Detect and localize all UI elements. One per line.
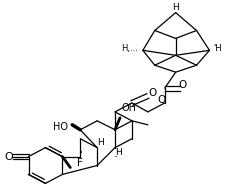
Text: 'H: 'H — [213, 44, 222, 53]
Text: F: F — [77, 158, 83, 168]
Text: O: O — [149, 88, 157, 98]
Text: HO: HO — [53, 122, 68, 132]
Text: OH: OH — [122, 103, 137, 113]
Text: O: O — [178, 80, 187, 90]
Text: O: O — [158, 95, 166, 105]
Text: O: O — [4, 152, 13, 162]
Text: ··: ·· — [113, 154, 117, 160]
Text: H: H — [172, 3, 179, 12]
Text: H: H — [115, 148, 121, 157]
Text: ·: · — [78, 146, 82, 160]
Text: H: H — [97, 138, 103, 147]
Text: H,...: H,... — [121, 44, 138, 53]
